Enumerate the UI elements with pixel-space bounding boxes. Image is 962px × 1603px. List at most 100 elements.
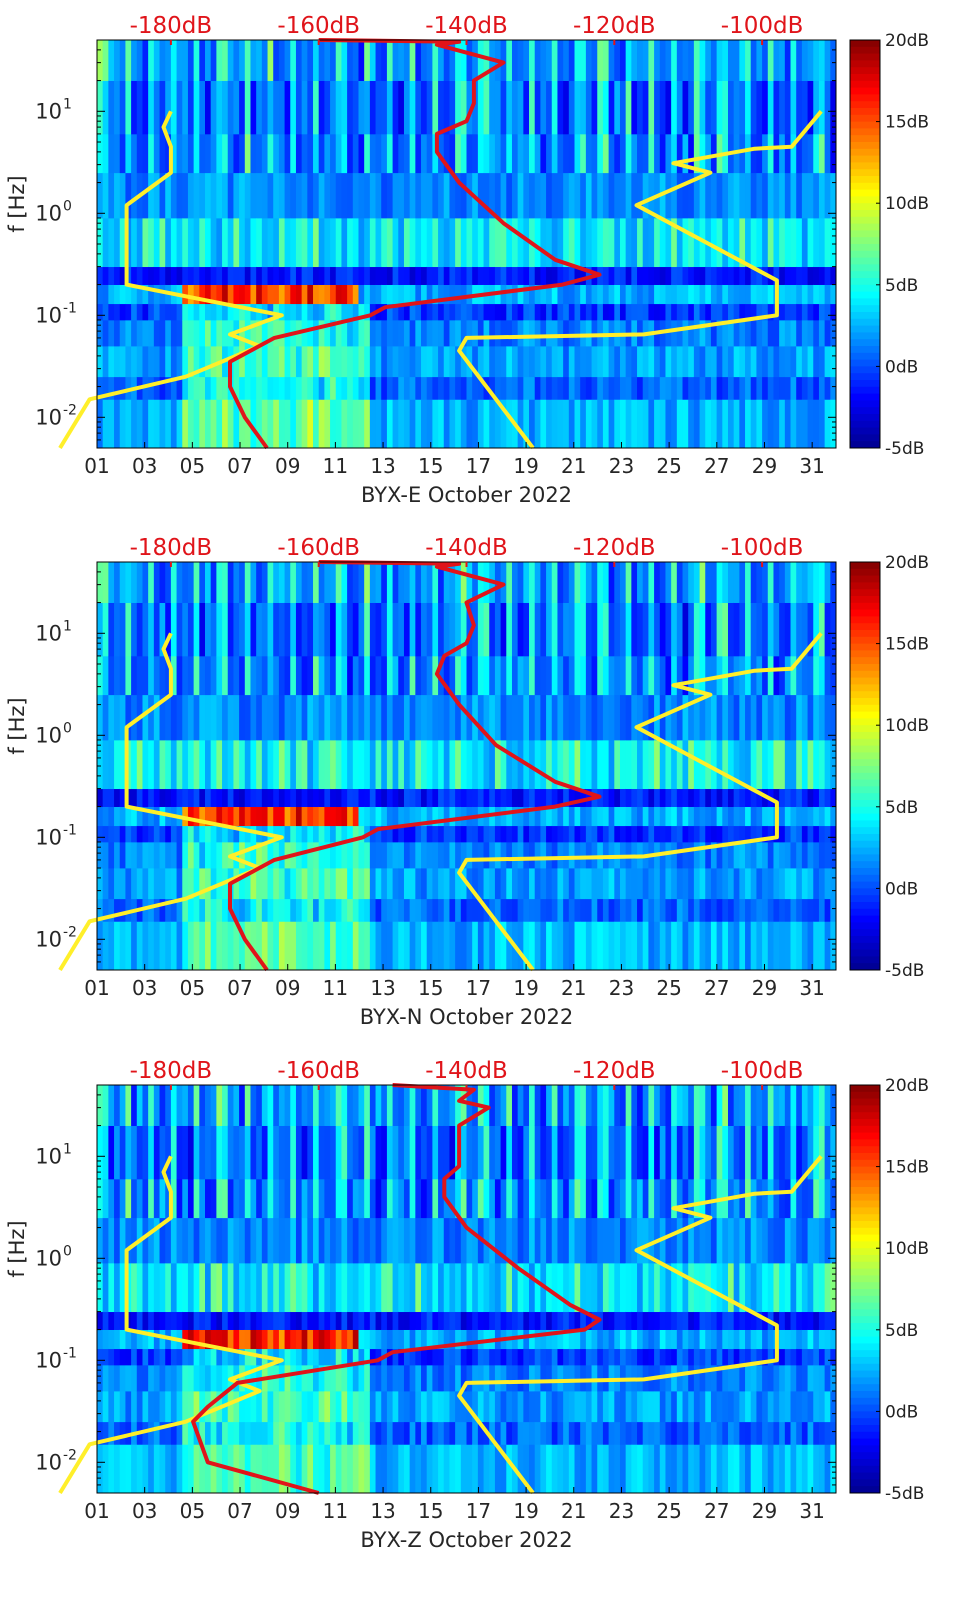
x-tick-label: 17 xyxy=(466,976,491,1000)
top-db-label: -100dB xyxy=(721,535,804,561)
top-db-label: -140dB xyxy=(425,1058,508,1084)
y-tick-label: 10 xyxy=(35,201,62,225)
y-tick-label: 10 xyxy=(35,927,62,951)
y-axis-label: f [Hz] xyxy=(5,1220,29,1277)
x-tick-label: 05 xyxy=(180,1499,205,1523)
colorbar-label: 10dB xyxy=(885,1239,929,1259)
x-axis-label: BYX-N October 2022 xyxy=(360,1005,574,1029)
colorbar-label: 20dB xyxy=(885,553,929,573)
colorbar-label: 15dB xyxy=(885,1158,929,1178)
top-db-label: -180dB xyxy=(130,535,213,561)
y-tick-label: 10 xyxy=(35,303,62,327)
x-tick-label: 19 xyxy=(513,454,538,478)
x-tick-label: 13 xyxy=(370,1499,395,1523)
y-tick-exponent: -1 xyxy=(63,1345,77,1361)
top-db-label: -120dB xyxy=(573,13,656,39)
x-tick-label: 25 xyxy=(656,1499,681,1523)
colorbar-label: 15dB xyxy=(885,113,929,133)
colorbar-label: 0dB xyxy=(885,879,918,899)
y-tick-exponent: 0 xyxy=(63,720,72,736)
top-db-label: -100dB xyxy=(721,13,804,39)
x-tick-label: 17 xyxy=(466,1499,491,1523)
x-tick-label: 15 xyxy=(418,1499,443,1523)
colorbar-label: 20dB xyxy=(885,31,929,51)
x-tick-label: 15 xyxy=(418,976,443,1000)
x-tick-label: 03 xyxy=(132,976,157,1000)
top-db-label: -160dB xyxy=(277,1058,360,1084)
x-tick-label: 05 xyxy=(180,454,205,478)
x-tick-label: 11 xyxy=(323,976,348,1000)
colorbar-label: 5dB xyxy=(885,798,918,818)
colorbar-label: 20dB xyxy=(885,1076,929,1096)
top-db-label: -160dB xyxy=(277,13,360,39)
colorbar-label: -5dB xyxy=(885,439,924,459)
y-axis-label: f [Hz] xyxy=(5,697,29,754)
top-db-label: -180dB xyxy=(130,13,213,39)
x-tick-label: 27 xyxy=(704,454,729,478)
x-tick-label: 05 xyxy=(180,976,205,1000)
x-tick-label: 19 xyxy=(513,1499,538,1523)
x-tick-label: 13 xyxy=(370,454,395,478)
y-tick-label: 10 xyxy=(35,723,62,747)
x-tick-label: 31 xyxy=(799,976,824,1000)
x-tick-label: 21 xyxy=(561,1499,586,1523)
x-tick-label: 29 xyxy=(752,976,777,1000)
colorbar-label: 10dB xyxy=(885,716,929,736)
top-db-label: -160dB xyxy=(277,535,360,561)
x-tick-label: 01 xyxy=(84,1499,109,1523)
x-tick-label: 17 xyxy=(466,454,491,478)
y-tick-exponent: 1 xyxy=(63,618,72,634)
top-db-label: -100dB xyxy=(721,1058,804,1084)
x-tick-label: 27 xyxy=(704,1499,729,1523)
x-tick-label: 13 xyxy=(370,976,395,1000)
x-tick-label: 31 xyxy=(799,1499,824,1523)
x-tick-label: 25 xyxy=(656,454,681,478)
colorbar-label: -5dB xyxy=(885,961,924,981)
colorbar-label: -5dB xyxy=(885,1484,924,1504)
y-tick-exponent: -2 xyxy=(63,1447,77,1463)
x-tick-label: 07 xyxy=(227,1499,252,1523)
x-tick-label: 23 xyxy=(609,1499,634,1523)
y-tick-exponent: -1 xyxy=(63,300,77,316)
x-tick-label: 03 xyxy=(132,454,157,478)
x-tick-label: 27 xyxy=(704,976,729,1000)
spectrogram-heatmap xyxy=(97,40,836,448)
spectrogram-heatmap xyxy=(97,1085,836,1493)
x-tick-label: 07 xyxy=(227,454,252,478)
top-db-label: -180dB xyxy=(130,1058,213,1084)
y-tick-label: 10 xyxy=(35,99,62,123)
y-tick-exponent: -2 xyxy=(63,924,77,940)
x-tick-label: 29 xyxy=(752,454,777,478)
colorbar-label: 15dB xyxy=(885,635,929,655)
y-tick-exponent: 0 xyxy=(63,198,72,214)
colorbar-label: 5dB xyxy=(885,1321,918,1341)
x-tick-label: 25 xyxy=(656,976,681,1000)
x-tick-label: 11 xyxy=(323,454,348,478)
top-db-label: -120dB xyxy=(573,535,656,561)
x-axis-label: BYX-Z October 2022 xyxy=(360,1528,572,1552)
x-tick-label: 29 xyxy=(752,1499,777,1523)
top-db-label: -120dB xyxy=(573,1058,656,1084)
x-tick-label: 09 xyxy=(275,454,300,478)
x-tick-label: 01 xyxy=(84,454,109,478)
x-tick-label: 03 xyxy=(132,1499,157,1523)
x-tick-label: 21 xyxy=(561,454,586,478)
x-tick-label: 11 xyxy=(323,1499,348,1523)
x-tick-label: 23 xyxy=(609,976,634,1000)
y-tick-label: 10 xyxy=(35,621,62,645)
x-tick-label: 07 xyxy=(227,976,252,1000)
y-tick-exponent: 1 xyxy=(63,96,72,112)
x-tick-label: 01 xyxy=(84,976,109,1000)
y-tick-label: 10 xyxy=(35,405,62,429)
y-tick-label: 10 xyxy=(35,825,62,849)
colorbar-label: 0dB xyxy=(885,357,918,377)
y-tick-exponent: -2 xyxy=(63,402,77,418)
y-tick-label: 10 xyxy=(35,1246,62,1270)
y-axis-label: f [Hz] xyxy=(5,175,29,232)
y-tick-label: 10 xyxy=(35,1348,62,1372)
x-tick-label: 21 xyxy=(561,976,586,1000)
top-db-label: -140dB xyxy=(425,13,508,39)
